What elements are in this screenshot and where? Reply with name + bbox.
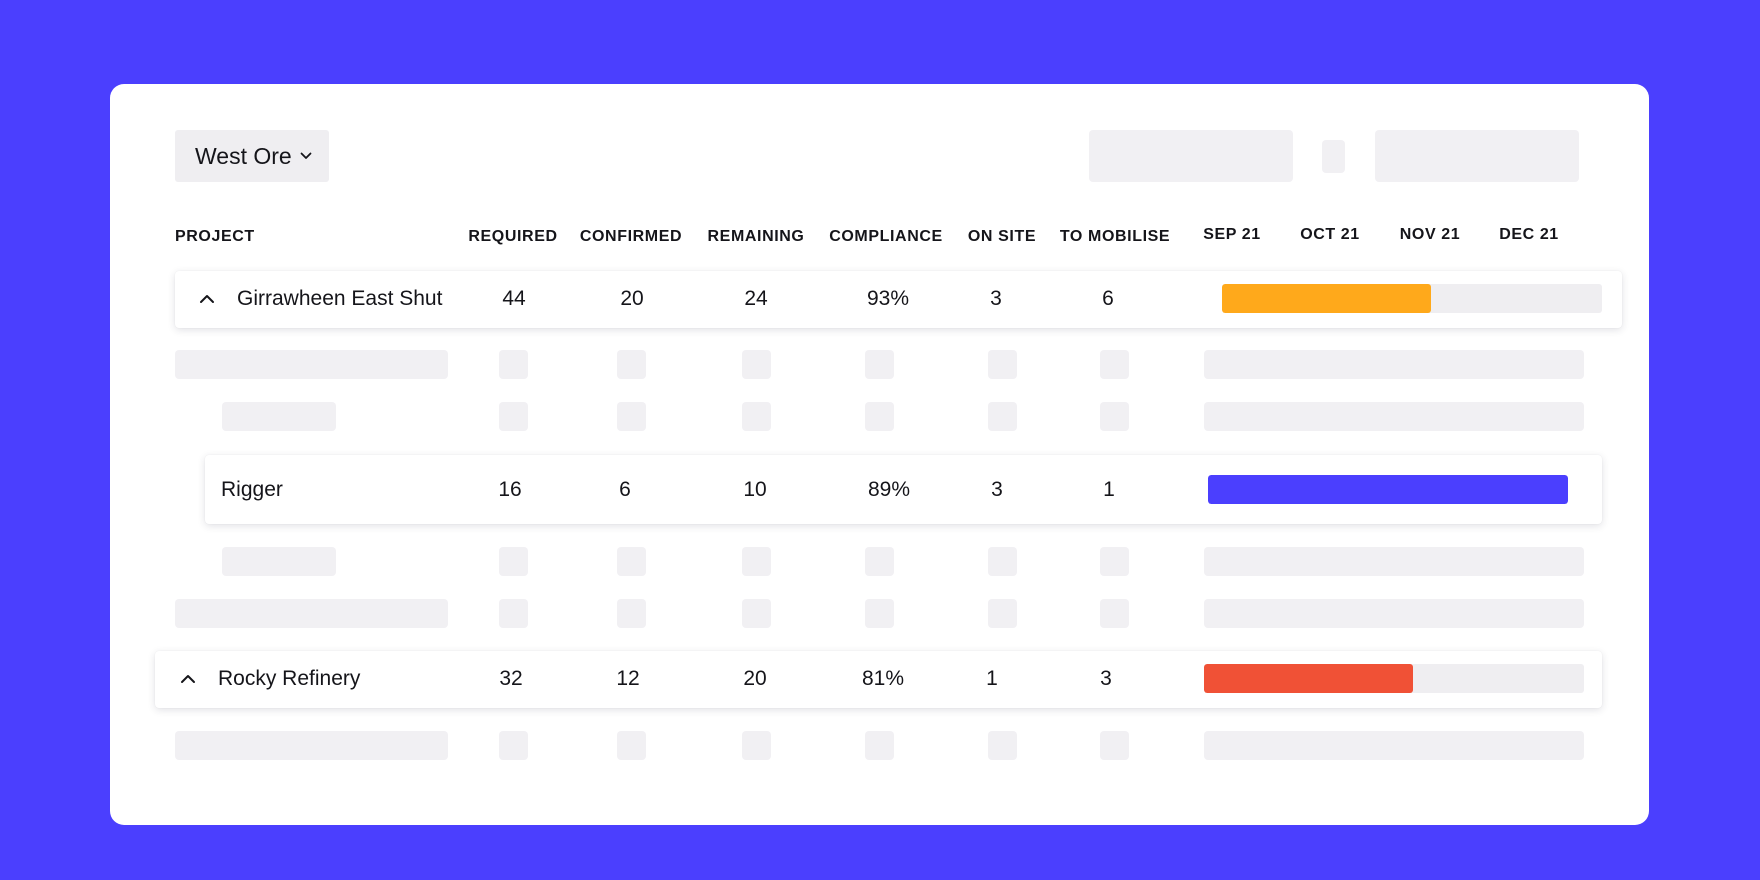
timeline-month: OCT 21 <box>1300 226 1360 243</box>
toolbar-placeholder <box>1322 140 1345 173</box>
project-name: Girrawheen East Shut <box>237 287 443 310</box>
column-header-project: PROJECT <box>175 228 255 245</box>
placeholder-cell <box>865 547 894 576</box>
placeholder-bar <box>1204 731 1584 760</box>
placeholder-cell <box>617 350 646 379</box>
placeholder-cell <box>988 599 1017 628</box>
remaining-value: 10 <box>743 478 767 501</box>
role-name: Rigger <box>221 478 283 501</box>
placeholder-cell <box>865 599 894 628</box>
placeholder-cell <box>499 402 528 431</box>
remaining-value: 24 <box>744 287 768 310</box>
timeline-bar[interactable] <box>1222 284 1431 313</box>
placeholder-cell <box>742 547 771 576</box>
toolbar-placeholder <box>1375 130 1579 182</box>
required-value: 44 <box>502 287 526 310</box>
placeholder-cell <box>865 350 894 379</box>
to-mobilise-value: 6 <box>1102 287 1114 310</box>
on-site-value: 3 <box>991 478 1003 501</box>
placeholder-cell <box>742 350 771 379</box>
toolbar-placeholder <box>1089 130 1293 182</box>
placeholder-cell <box>1100 350 1129 379</box>
timeline-bar[interactable] <box>1204 664 1413 693</box>
role-row-rigger[interactable]: Rigger 16 6 10 89% 3 1 <box>205 455 1602 524</box>
timeline-track <box>1204 664 1584 693</box>
placeholder-name <box>175 350 448 379</box>
column-header-required: REQUIRED <box>468 228 558 245</box>
placeholder-cell <box>865 731 894 760</box>
project-name: Rocky Refinery <box>218 667 361 690</box>
projects-card: West Ore PROJECT REQUIRED CONFIRMED REMA… <box>110 84 1649 825</box>
placeholder-bar <box>1204 547 1584 576</box>
required-value: 16 <box>498 478 522 501</box>
placeholder-cell <box>1100 731 1129 760</box>
to-mobilise-value: 3 <box>1100 667 1112 690</box>
confirmed-value: 20 <box>620 287 644 310</box>
placeholder-cell <box>988 402 1017 431</box>
placeholder-cell <box>1100 547 1129 576</box>
placeholder-cell <box>499 731 528 760</box>
placeholder-name <box>175 731 448 760</box>
placeholder-name <box>222 402 336 431</box>
timeline-track <box>1208 475 1568 504</box>
confirmed-value: 12 <box>616 667 640 690</box>
column-header-to-mobilise: TO MOBILISE <box>1059 228 1171 245</box>
placeholder-bar <box>1204 350 1584 379</box>
chevron-up-icon[interactable] <box>199 294 215 304</box>
placeholder-cell <box>1100 599 1129 628</box>
placeholder-cell <box>617 547 646 576</box>
timeline-month: DEC 21 <box>1499 226 1559 243</box>
on-site-value: 1 <box>986 667 998 690</box>
compliance-value: 81% <box>861 667 905 690</box>
placeholder-cell <box>499 547 528 576</box>
column-header-remaining: REMAINING <box>707 228 805 245</box>
placeholder-cell <box>499 599 528 628</box>
timeline-track <box>1222 284 1602 313</box>
project-row-rocky-refinery[interactable]: Rocky Refinery 32 12 20 81% 1 3 <box>155 651 1602 708</box>
placeholder-cell <box>617 731 646 760</box>
placeholder-cell <box>742 599 771 628</box>
region-dropdown-label: West Ore <box>195 142 292 169</box>
placeholder-bar <box>1204 402 1584 431</box>
chevron-down-icon <box>300 152 312 160</box>
placeholder-cell <box>988 547 1017 576</box>
confirmed-value: 6 <box>619 478 631 501</box>
remaining-value: 20 <box>743 667 767 690</box>
placeholder-cell <box>617 402 646 431</box>
placeholder-cell <box>617 599 646 628</box>
placeholder-cell <box>742 402 771 431</box>
region-dropdown[interactable]: West Ore <box>175 130 329 182</box>
required-value: 32 <box>499 667 523 690</box>
placeholder-cell <box>988 731 1017 760</box>
to-mobilise-value: 1 <box>1103 478 1115 501</box>
on-site-value: 3 <box>990 287 1002 310</box>
timeline-month: NOV 21 <box>1399 226 1461 243</box>
project-row-girrawheen[interactable]: Girrawheen East Shut 44 20 24 93% 3 6 <box>175 271 1622 328</box>
timeline-month: SEP 21 <box>1203 226 1261 243</box>
column-header-confirmed: CONFIRMED <box>579 228 683 245</box>
placeholder-cell <box>742 731 771 760</box>
chevron-up-icon[interactable] <box>180 674 196 684</box>
placeholder-cell <box>865 402 894 431</box>
placeholder-cell <box>988 350 1017 379</box>
compliance-value: 89% <box>867 478 911 501</box>
placeholder-cell <box>1100 402 1129 431</box>
timeline-bar[interactable] <box>1208 475 1568 504</box>
placeholder-cell <box>499 350 528 379</box>
column-header-on-site: ON SITE <box>967 228 1037 245</box>
placeholder-name <box>222 547 336 576</box>
placeholder-name <box>175 599 448 628</box>
column-header-compliance: COMPLIANCE <box>829 228 943 245</box>
compliance-value: 93% <box>866 287 910 310</box>
placeholder-bar <box>1204 599 1584 628</box>
